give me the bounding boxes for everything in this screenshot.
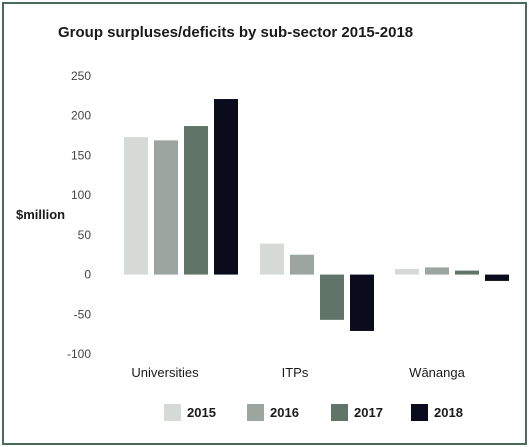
- category-labels: Universities ITPs Wānanga: [131, 365, 465, 380]
- legend-label: 2017: [354, 405, 383, 420]
- y-tick-label: 200: [71, 109, 91, 123]
- bar: [320, 274, 344, 320]
- legend: 2015 2016 2017 2018: [164, 404, 463, 421]
- legend-swatch: [164, 404, 181, 421]
- category-label: Wānanga: [409, 365, 465, 380]
- bar: [290, 254, 314, 275]
- bar: [124, 137, 148, 275]
- y-tick-label: 0: [84, 268, 91, 282]
- legend-swatch: [411, 404, 428, 421]
- bar: [425, 267, 449, 275]
- legend-label: 2016: [270, 405, 299, 420]
- chart-title: Group surpluses/deficits by sub-sector 2…: [58, 24, 414, 41]
- legend-label: 2018: [434, 405, 463, 420]
- bar: [260, 243, 284, 275]
- bar: [184, 126, 208, 275]
- y-tick-label: -100: [67, 347, 91, 361]
- category-label: ITPs: [282, 365, 309, 380]
- y-axis-label: $million: [16, 207, 66, 222]
- y-tick-label: 100: [71, 188, 91, 202]
- bar: [154, 140, 178, 275]
- legend-label: 2015: [187, 405, 216, 420]
- bar: [455, 270, 479, 275]
- bar: [214, 99, 238, 275]
- y-tick-label: 50: [78, 228, 92, 242]
- category-label: Universities: [131, 365, 199, 380]
- y-tick-label: 150: [71, 148, 91, 162]
- bar: [485, 274, 509, 281]
- legend-swatch: [331, 404, 348, 421]
- bar: [350, 274, 374, 331]
- y-axis-ticks: 250 200 150 100 50 0 -50 -100: [67, 69, 91, 361]
- y-tick-label: 250: [71, 69, 91, 83]
- bars: [124, 99, 509, 331]
- legend-swatch: [247, 404, 264, 421]
- y-tick-label: -50: [74, 307, 92, 321]
- bar: [395, 269, 419, 275]
